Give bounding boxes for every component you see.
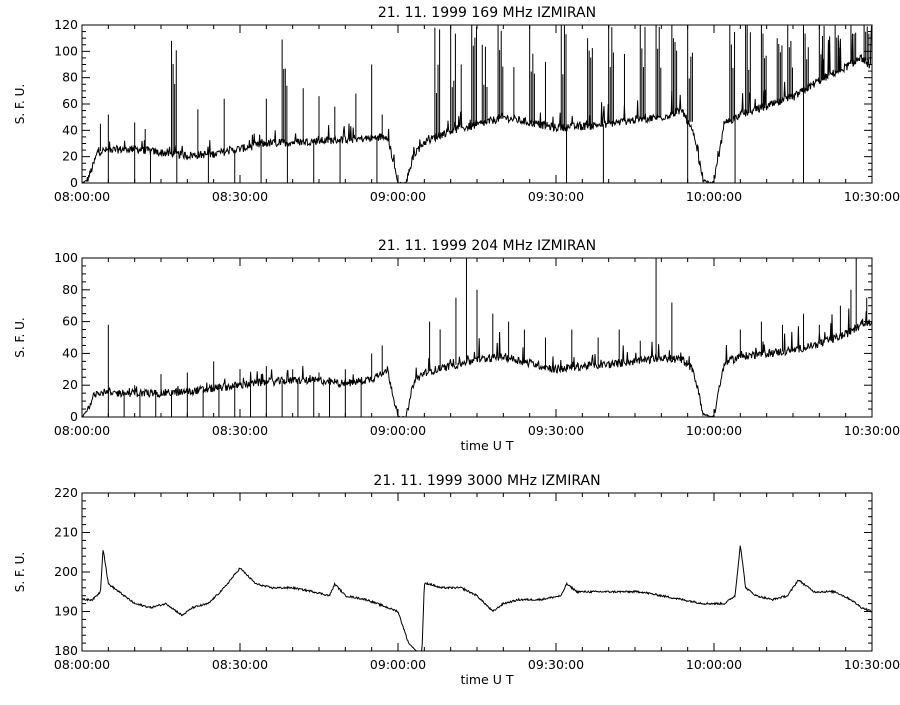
chart-title: 21. 11. 1999 169 MHz IZMIRAN — [378, 5, 596, 21]
y-tick-label: 0 — [70, 409, 78, 424]
x-tick-label: 10:30:00 — [844, 189, 900, 204]
panel-3: 21. 11. 1999 3000 MHz IZMIRAN S. F. U. 08:… — [13, 473, 900, 687]
plot-area — [82, 25, 872, 183]
panel-2: 21. 11. 1999 204 MHz IZMIRAN S. F. U. 08:0… — [13, 238, 900, 453]
x-tick-label: 10:00:00 — [686, 189, 742, 204]
y-tick-label: 220 — [54, 485, 78, 500]
x-tick-label: 10:00:00 — [686, 423, 742, 438]
chart-title: 21. 11. 1999 204 MHz IZMIRAN — [378, 238, 596, 254]
y-tick-label: 180 — [54, 643, 78, 658]
y-tick-label: 20 — [62, 377, 78, 392]
plot-area — [82, 545, 872, 651]
x-tick-label: 10:00:00 — [686, 657, 742, 672]
y-tick-label: 40 — [62, 122, 78, 137]
series-line — [82, 545, 872, 651]
x-tick-label: 08:30:00 — [212, 423, 268, 438]
y-tick-label: 200 — [54, 564, 78, 579]
y-tick-label: 190 — [54, 604, 78, 619]
x-tick-label: 09:30:00 — [528, 423, 584, 438]
y-tick-label: 60 — [62, 96, 78, 111]
y-axis-label: S. F. U. — [13, 317, 27, 357]
x-tick-label: 09:30:00 — [528, 189, 584, 204]
y-tick-label: 80 — [62, 70, 78, 85]
y-tick-label: 40 — [62, 345, 78, 360]
chart-title: 21. 11. 1999 3000 MHz IZMIRAN — [373, 473, 600, 489]
y-axis-label: S. F. U. — [13, 552, 27, 592]
y-tick-label: 0 — [70, 175, 78, 190]
x-tick-label: 08:30:00 — [212, 657, 268, 672]
panel-1: 21. 11. 1999 169 MHz IZMIRAN S. F. U. 08:0… — [13, 5, 900, 204]
y-tick-label: 120 — [54, 17, 78, 32]
y-tick-label: 210 — [54, 525, 78, 540]
x-tick-label: 09:00:00 — [370, 189, 426, 204]
x-axis-label: time U T — [461, 438, 514, 453]
x-axis-label: time U T — [461, 672, 514, 687]
x-tick-label: 09:00:00 — [370, 423, 426, 438]
y-tick-label: 20 — [62, 149, 78, 164]
y-axis-label: S. F. U. — [13, 84, 27, 124]
y-tick-label: 80 — [62, 282, 78, 297]
y-tick-label: 100 — [54, 250, 78, 265]
y-tick-label: 60 — [62, 314, 78, 329]
x-tick-label: 09:30:00 — [528, 657, 584, 672]
x-tick-label: 10:30:00 — [844, 657, 900, 672]
x-tick-label: 08:00:00 — [54, 189, 110, 204]
x-tick-label: 09:00:00 — [370, 657, 426, 672]
x-tick-label: 08:00:00 — [54, 423, 110, 438]
x-tick-label: 08:00:00 — [54, 657, 110, 672]
y-tick-label: 100 — [54, 43, 78, 58]
x-tick-label: 08:30:00 — [212, 189, 268, 204]
x-tick-label: 10:30:00 — [844, 423, 900, 438]
plot-frame — [81, 24, 873, 184]
plot-frame — [81, 492, 873, 652]
plot-area — [82, 258, 872, 417]
